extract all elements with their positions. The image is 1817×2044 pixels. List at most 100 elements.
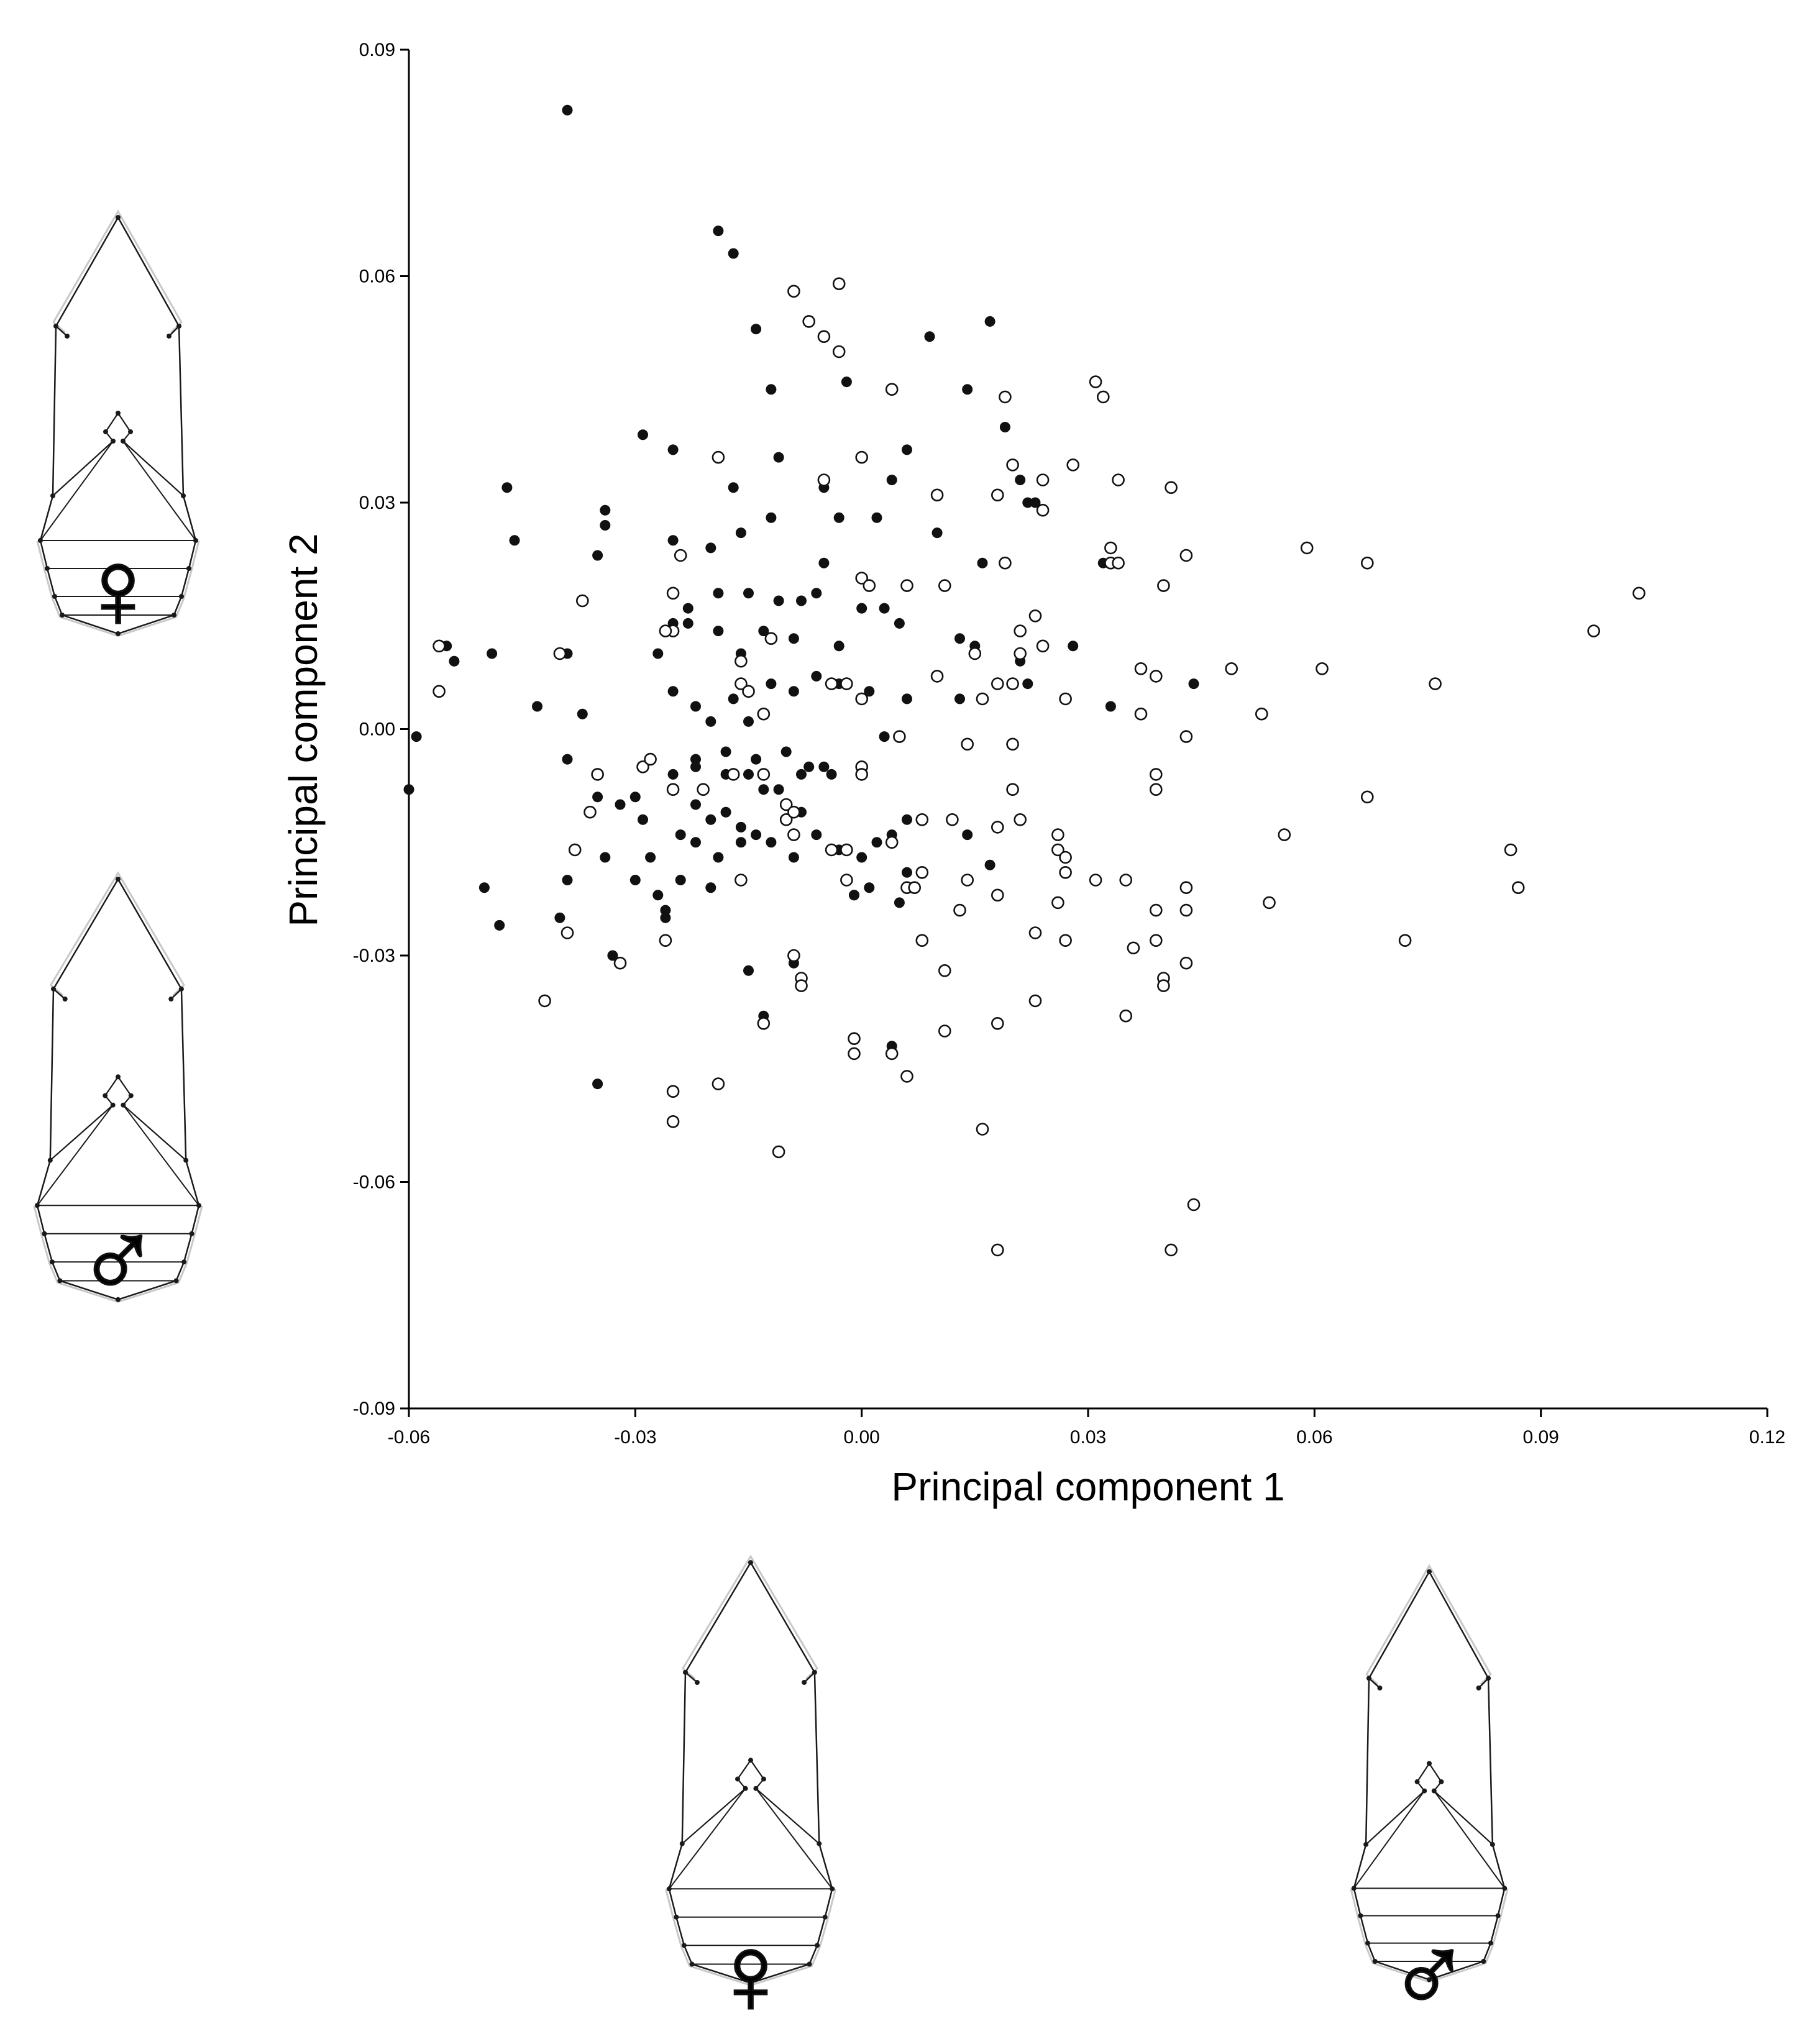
data-point-open: [1361, 556, 1374, 570]
landmark-point: [1358, 1913, 1363, 1919]
shape-outline: [40, 440, 114, 541]
data-point-filled: [411, 731, 422, 742]
data-point-open: [1051, 843, 1064, 857]
data-point-open: [584, 805, 597, 819]
data-point-open: [976, 1123, 989, 1136]
data-point-open: [1263, 896, 1276, 910]
landmark-point: [1377, 1685, 1383, 1690]
data-point-filled: [803, 761, 815, 772]
data-point-open: [1036, 473, 1050, 486]
landmark-point: [116, 877, 121, 882]
data-point-filled: [652, 648, 664, 659]
landmark-point: [128, 429, 133, 434]
landmark-point: [172, 613, 176, 618]
data-point-filled: [954, 633, 965, 644]
data-point-open: [787, 949, 800, 962]
data-point-open: [855, 768, 868, 781]
data-point-filled: [999, 422, 1010, 432]
data-point-open: [832, 345, 846, 358]
data-point-filled: [743, 769, 754, 780]
y-tick-label: 0.00: [359, 719, 395, 740]
data-point-open: [1059, 692, 1072, 706]
landmark-point: [53, 324, 58, 329]
landmark-point: [121, 1102, 126, 1108]
data-point-open: [1051, 828, 1064, 841]
data-point-filled: [720, 746, 731, 757]
data-point-filled: [841, 376, 852, 388]
data-point-open: [644, 752, 657, 766]
data-point-open: [1150, 934, 1163, 947]
landmark-point: [812, 1669, 817, 1675]
wing-shape-diagram: [665, 1554, 836, 1987]
data-point-filled: [592, 550, 603, 561]
landmark-point: [173, 1278, 179, 1284]
shape-outline: [55, 216, 180, 337]
data-point-filled: [977, 557, 988, 568]
data-point-open: [908, 881, 921, 894]
data-point-open: [991, 677, 1004, 690]
shape-outline: [684, 1561, 816, 1683]
data-point-open: [938, 1024, 951, 1038]
data-point-open: [636, 760, 649, 773]
consensus-outline: [52, 209, 183, 334]
data-point-open: [735, 874, 748, 887]
data-point-filled: [682, 618, 693, 629]
data-point-open: [1134, 707, 1148, 721]
data-point-open: [772, 1145, 785, 1159]
landmark-point: [822, 1914, 828, 1920]
landmark-point: [65, 334, 70, 339]
data-point-open: [1398, 934, 1412, 947]
data-point-filled: [758, 626, 769, 637]
data-point-filled: [690, 799, 701, 810]
data-point-open: [1104, 541, 1117, 555]
data-point-filled: [607, 950, 618, 961]
landmark-point: [116, 631, 121, 636]
data-point-open: [1028, 926, 1042, 939]
landmark-point: [183, 1157, 189, 1163]
data-point-filled: [600, 852, 611, 863]
data-point-open: [1179, 730, 1193, 743]
data-point-open: [1165, 481, 1178, 495]
landmark-point: [167, 334, 172, 339]
x-tick-label: 0.00: [843, 1427, 879, 1448]
landmark-point: [186, 566, 191, 571]
y-axis-ticks: 0.09 0.06 0.03 0.00 -0.03 -0.06 -0.09: [353, 40, 409, 1419]
landmark-point: [802, 1680, 807, 1686]
data-point-open: [1511, 881, 1525, 894]
data-point-open: [1036, 639, 1050, 653]
data-point-filled: [532, 701, 542, 712]
data-point-filled: [735, 821, 746, 833]
landmark-point: [196, 1203, 201, 1208]
data-point-filled: [788, 852, 799, 863]
data-point-filled: [864, 686, 875, 697]
female-symbol-icon: ♀: [709, 1912, 793, 2037]
landmark-point: [116, 1074, 121, 1080]
data-point-open: [991, 1017, 1004, 1030]
landmark-point: [1502, 1886, 1508, 1891]
data-point-filled: [592, 1079, 603, 1090]
data-point-open: [779, 813, 793, 826]
data-point-filled: [962, 384, 973, 395]
landmark-point: [52, 594, 57, 599]
data-point-filled: [751, 829, 762, 841]
landmark-point: [181, 493, 186, 498]
landmark-point: [748, 1980, 753, 1986]
landmark-point: [1486, 1676, 1491, 1681]
landmark-point: [1414, 1779, 1420, 1784]
landmark-point: [1365, 1940, 1371, 1946]
shape-outline: [1433, 1791, 1506, 1889]
data-point-filled: [902, 444, 912, 455]
data-point-open: [1361, 790, 1374, 804]
shape-outline: [1365, 1763, 1493, 1845]
data-point-open: [1179, 881, 1193, 894]
data-point-filled: [902, 814, 912, 825]
landmark-point: [1439, 1779, 1444, 1784]
landmark-point: [116, 411, 121, 416]
landmark-point: [748, 1560, 753, 1566]
data-point-filled: [902, 693, 912, 705]
landmark-point: [45, 566, 50, 571]
x-tick-label: 0.03: [1070, 1427, 1106, 1448]
data-point-open: [1150, 768, 1163, 781]
landmark-point: [1427, 1569, 1432, 1574]
data-point-open: [1127, 941, 1140, 955]
